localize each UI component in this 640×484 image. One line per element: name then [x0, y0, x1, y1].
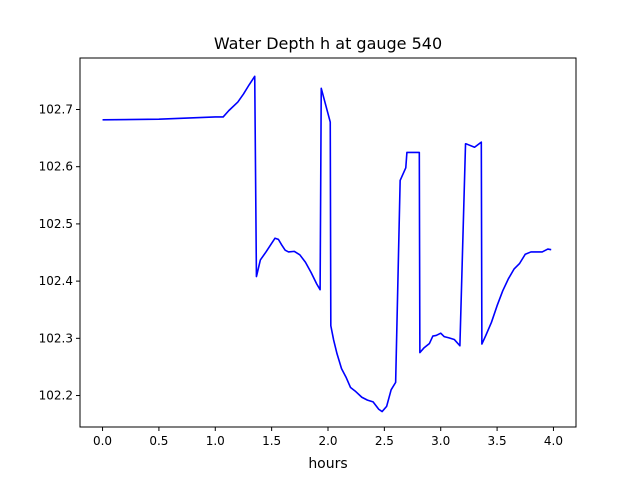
y-axis: 102.2 102.3 102.4 102.5 102.6 102.7 — [39, 102, 80, 403]
x-tick-label: 1.0 — [206, 434, 225, 448]
chart-title: Water Depth h at gauge 540 — [214, 34, 442, 53]
y-tick-label: 102.7 — [39, 102, 73, 116]
y-tick-label: 102.3 — [39, 331, 73, 345]
x-axis: 0.0 0.5 1.0 1.5 2.0 2.5 3.0 3.5 4.0 — [93, 427, 563, 448]
x-tick-label: 4.0 — [544, 434, 563, 448]
x-tick-label: 3.5 — [488, 434, 507, 448]
y-tick-label: 102.4 — [39, 274, 73, 288]
y-tick-label: 102.5 — [39, 217, 73, 231]
x-tick-label: 1.5 — [262, 434, 281, 448]
x-tick-label: 0.5 — [149, 434, 168, 448]
y-tick-label: 102.6 — [39, 160, 73, 174]
x-tick-label: 2.5 — [375, 434, 394, 448]
plot-area — [102, 75, 552, 413]
y-tick-label: 102.2 — [39, 389, 73, 403]
x-tick-label: 2.0 — [318, 434, 337, 448]
x-tick-label: 0.0 — [93, 434, 112, 448]
series-line — [102, 75, 552, 413]
x-tick-label: 3.0 — [431, 434, 450, 448]
x-axis-label: hours — [308, 456, 347, 472]
